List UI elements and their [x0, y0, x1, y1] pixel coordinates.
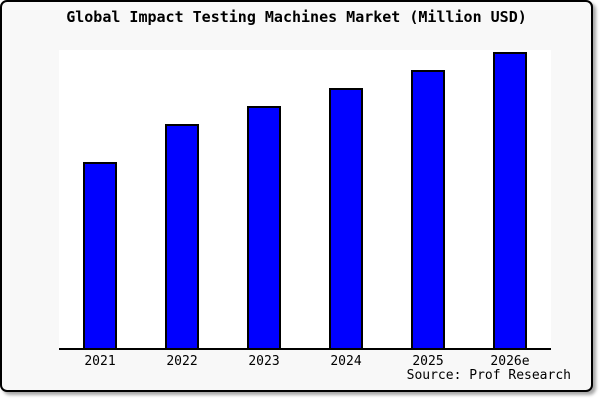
x-tick-label-2021: 2021 [84, 354, 116, 369]
x-tick-label-2024: 2024 [330, 354, 362, 369]
x-tick-label-2026e: 2026e [490, 354, 530, 369]
bar-slot-2021 [59, 50, 141, 350]
x-axis [59, 348, 551, 350]
chart-title: Global Impact Testing Machines Market (M… [66, 8, 527, 26]
bar-2021 [83, 162, 117, 350]
plot-area [59, 50, 551, 350]
x-tick-label-2023: 2023 [248, 354, 280, 369]
bar-slot-2022 [141, 50, 223, 350]
bar-2022 [165, 124, 199, 350]
x-axis-labels: 2021 2022 2023 2024 2025 2026e [59, 354, 551, 369]
bar-slot-2024 [305, 50, 387, 350]
bars-container [59, 50, 551, 350]
bar-2025 [411, 70, 445, 350]
bar-2024 [329, 88, 363, 350]
bar-2023 [247, 106, 281, 350]
chart-frame: Global Impact Testing Machines Market (M… [0, 0, 593, 392]
bar-slot-2025 [387, 50, 469, 350]
bar-slot-2023 [223, 50, 305, 350]
x-tick-label-2025: 2025 [412, 354, 444, 369]
source-credit: Source: Prof Research [406, 368, 571, 383]
x-tick-label-2022: 2022 [166, 354, 198, 369]
bar-2026e [493, 52, 527, 350]
bar-slot-2026e [469, 50, 551, 350]
